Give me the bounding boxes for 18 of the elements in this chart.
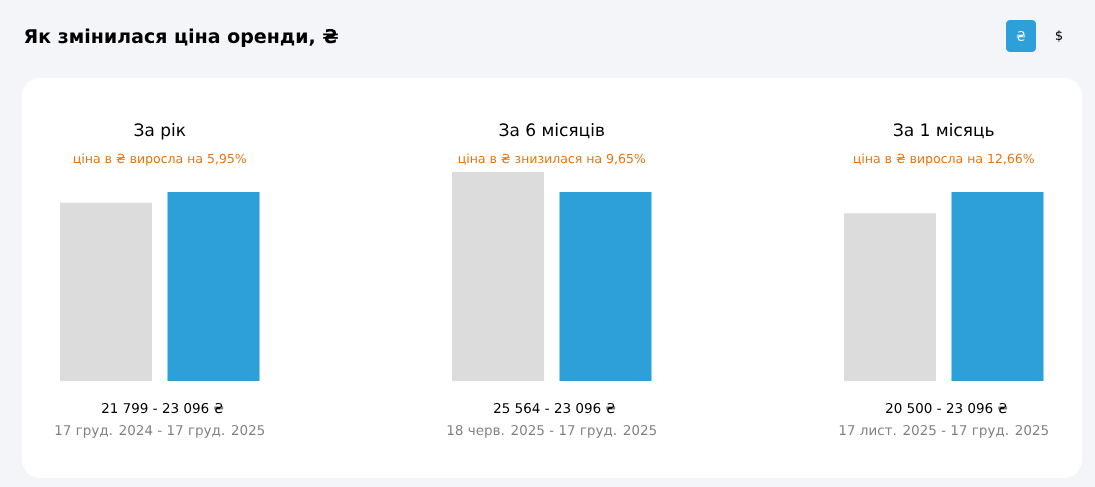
chart-title: За рік xyxy=(134,123,186,140)
chart-subtitle: ціна в ₴ знизилася на 9,65% xyxy=(458,153,646,165)
data-label: 20 500 - xyxy=(886,402,941,414)
text: $ xyxy=(1055,30,1063,42)
data-label: 23 096 ₴ xyxy=(162,402,224,414)
text: 17 лист. 2025 - 17 груд. 2025 xyxy=(839,424,1048,438)
chart-title: За 6 місяців xyxy=(499,123,604,139)
data-label: 21 799 - xyxy=(102,402,157,414)
text: 18 черв. 2025 - 17 груд. 2025 xyxy=(447,424,657,438)
text: 17 груд. 2024 - 17 груд. 2025 xyxy=(55,424,265,438)
data-label: 23 096 ₴ xyxy=(946,402,1008,414)
chart-title: За 1 місяць xyxy=(894,123,994,139)
data-label: 25 564 - xyxy=(494,402,549,414)
text: Як змінилася ціна оренди, ₴ xyxy=(24,28,338,47)
chart-subtitle: ціна в ₴ виросла на 5,95% xyxy=(73,153,246,166)
chart-subtitle: ціна в ₴ виросла на 12,66% xyxy=(853,153,1034,166)
data-label: 23 096 ₴ xyxy=(554,402,616,414)
text: ₴ xyxy=(1016,31,1026,41)
